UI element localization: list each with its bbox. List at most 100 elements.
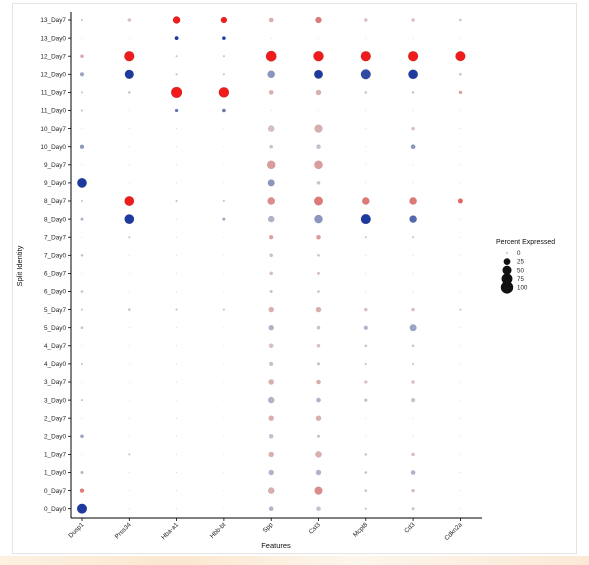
- dot-6_Day0-Spp: [269, 290, 273, 293]
- dot-13_Day7-Cdkn2a: [459, 18, 462, 22]
- dot-1_Day7-Dusp1: [81, 453, 83, 455]
- dot-2_Day0-Cd3: [412, 435, 414, 437]
- dot-2_Day7-Cdkn2a: [459, 417, 461, 419]
- y-tick-label: 0_Day7: [44, 488, 66, 495]
- dot-10_Day7-Cdkn2a: [459, 128, 461, 130]
- dot-3_Day0-Hba-a1: [176, 399, 178, 401]
- dot-12_Day7-Cst3: [313, 50, 324, 62]
- dot-5_Day7-Cdkn2a: [459, 308, 462, 311]
- dot-1_Day7-Hbb-bt: [223, 453, 225, 455]
- dot-13_Day0-Cdkn2a: [459, 37, 461, 39]
- dot-3_Day7-Cst3: [316, 379, 321, 385]
- dot-0_Day0-Prss34: [128, 508, 130, 510]
- dot-1_Day0-Prss34: [128, 472, 130, 473]
- legend-label: 0: [517, 250, 521, 257]
- y-tick-label: 13_Day0: [40, 35, 66, 42]
- dot-10_Day7-Prss34: [128, 128, 130, 130]
- legend-title: Percent Expressed: [496, 239, 555, 246]
- dot-3_Day7-Dusp1: [81, 381, 83, 383]
- y-tick-label: 5_Day7: [44, 307, 66, 314]
- dot-7_Day7-Spp: [269, 235, 274, 240]
- dot-6_Day7-Hbb-bt: [223, 272, 225, 274]
- dot-5_Day7-Spp: [268, 306, 274, 313]
- dot-1_Day0-Dusp1: [80, 471, 84, 474]
- y-tick-label: 1_Day7: [44, 452, 66, 459]
- dot-9_Day7-Cd3: [412, 164, 414, 166]
- dot-7_Day0-Spp: [269, 253, 273, 258]
- dot-9_Day0-Dusp1: [77, 177, 87, 188]
- dot-11_Day7-Mcpt8: [364, 91, 368, 94]
- dot-8_Day0-Hbb-bt: [222, 217, 226, 221]
- dot-0_Day7-Hba-a1: [176, 490, 178, 492]
- dot-13_Day0-Cd3: [412, 37, 414, 39]
- dot-4_Day7-Spp: [268, 343, 274, 349]
- dot-8_Day7-Spp: [267, 197, 276, 205]
- dot-12_Day7-Mcpt8: [360, 50, 372, 62]
- dot-5_Day0-Mcpt8: [363, 325, 368, 330]
- dot-5_Day7-Prss34: [127, 308, 131, 311]
- y-tick-label: 11_Day0: [41, 108, 67, 115]
- y-tick-label: 11_Day7: [41, 90, 67, 97]
- dot-0_Day0-Cst3: [316, 506, 321, 512]
- dot-7_Day0-Hbb-bt: [223, 254, 225, 256]
- dot-0_Day7-Mcpt8: [364, 489, 368, 492]
- dot-13_Day0-Hbb-bt: [222, 36, 226, 40]
- dot-5_Day0-Dusp1: [80, 326, 84, 330]
- legend-dot: [500, 281, 514, 294]
- dot-8_Day7-Hba-a1: [175, 199, 178, 203]
- dot-4_Day0-Cdkn2a: [459, 363, 461, 365]
- dot-0_Day0-Hbb-bt: [223, 508, 225, 510]
- y-axis-title: Split Identity: [15, 245, 24, 286]
- dot-12_Day7-Prss34: [124, 50, 135, 62]
- legend-dot: [501, 273, 513, 285]
- dot-4_Day0-Cst3: [317, 362, 320, 366]
- y-tick-label: 6_Day0: [44, 289, 66, 296]
- x-axis-title: Features: [261, 541, 291, 550]
- dot-9_Day0-Cd3: [412, 182, 414, 184]
- y-tick-label: 2_Day7: [44, 415, 66, 422]
- dot-12_Day7-Cd3: [407, 50, 419, 62]
- y-tick-label: 13_Day7: [40, 17, 66, 24]
- dot-7_Day7-Hba-a1: [176, 236, 178, 238]
- dot-11_Day0-Spp: [270, 110, 272, 111]
- dot-1_Day7-Cst3: [315, 451, 322, 458]
- dot-13_Day7-Hbb-bt: [220, 16, 228, 24]
- dot-8_Day7-Prss34: [124, 196, 135, 206]
- dot-0_Day7-Hbb-bt: [223, 490, 225, 492]
- dot-7_Day7-Cdkn2a: [459, 236, 461, 238]
- dot-5_Day7-Dusp1: [80, 308, 84, 311]
- dot-0_Day0-Dusp1: [76, 503, 88, 514]
- y-tick-label: 4_Day0: [44, 361, 66, 368]
- dot-7_Day7-Cst3: [316, 234, 321, 240]
- legend-dot: [503, 258, 511, 265]
- dot-8_Day0-Cd3: [409, 215, 417, 223]
- dot-11_Day7-Prss34: [127, 91, 131, 94]
- dot-9_Day7-Spp: [266, 160, 276, 170]
- dot-12_Day7-Hba-a1: [175, 55, 178, 58]
- dot-2_Day7-Hba-a1: [176, 417, 178, 419]
- dot-5_Day0-Hbb-bt: [223, 327, 225, 329]
- dot-11_Day7-Hba-a1: [170, 86, 183, 99]
- dot-8_Day7-Cd3: [409, 197, 417, 205]
- dot-5_Day7-Cd3: [411, 307, 415, 312]
- dot-10_Day0-Cdkn2a: [459, 146, 461, 148]
- dot-1_Day7-Mcpt8: [364, 453, 368, 456]
- dot-4_Day7-Cd3: [411, 344, 415, 348]
- dot-4_Day7-Hba-a1: [176, 345, 178, 347]
- dot-0_Day0-Cd3: [411, 507, 415, 511]
- dot-10_Day0-Spp: [269, 144, 273, 149]
- dot-6_Day7-Dusp1: [81, 272, 83, 274]
- dot-10_Day7-Hbb-bt: [223, 128, 225, 130]
- dot-10_Day7-Cd3: [411, 126, 415, 131]
- dot-6_Day0-Hba-a1: [176, 291, 178, 292]
- dot-10_Day0-Cst3: [316, 144, 321, 149]
- dot-13_Day0-Hba-a1: [174, 36, 179, 40]
- dot-6_Day7-Spp: [269, 271, 273, 276]
- dot-3_Day0-Dusp1: [80, 399, 84, 402]
- dot-13_Day7-Prss34: [127, 18, 132, 22]
- y-tick-label: 10_Day7: [40, 126, 66, 133]
- y-tick-label: 9_Day7: [44, 162, 66, 169]
- legend-dot: [506, 252, 508, 254]
- dot-2_Day0-Hba-a1: [176, 435, 178, 437]
- footer-strip: [0, 556, 589, 565]
